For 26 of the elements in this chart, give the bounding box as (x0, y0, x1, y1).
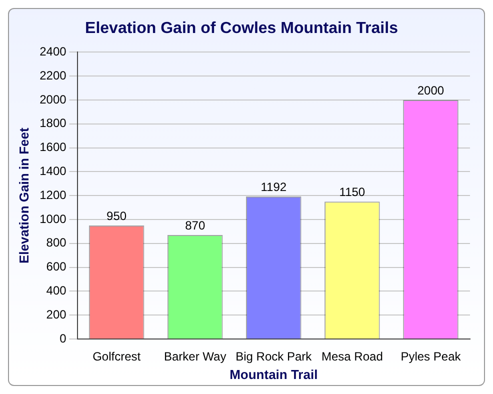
y-tick-label: 1400 (40, 164, 67, 178)
y-tick-label: 200 (46, 307, 67, 322)
chart-title: Elevation Gain of Cowles Mountain Trails (85, 20, 398, 38)
data-label: 950 (106, 208, 127, 223)
data-label: 870 (185, 218, 206, 232)
y-tick-label: 2400 (40, 44, 67, 59)
x-tick-label: Big Rock Park (236, 350, 313, 364)
x-axis-title: Mountain Trail (230, 366, 318, 382)
x-tick-label: Barker Way (164, 350, 226, 364)
y-tick-label: 400 (46, 284, 67, 298)
data-label: 1192 (260, 180, 287, 194)
x-tick-label: Mesa Road (322, 350, 383, 364)
data-label: 2000 (417, 83, 444, 98)
y-tick-label: 2000 (40, 92, 67, 106)
y-tick-label: 1200 (40, 188, 67, 202)
x-tick-label: Pyles Peak (400, 350, 462, 364)
y-tick-label: 1600 (40, 140, 67, 154)
y-tick-label: 1000 (40, 212, 67, 226)
y-tick-label: 1800 (40, 116, 67, 130)
y-tick-label: 0 (60, 331, 67, 346)
y-axis-title: Elevation Gain in Feet (16, 127, 32, 264)
y-tick-label: 800 (46, 236, 67, 250)
y-tick-label: 2200 (40, 68, 67, 82)
x-tick-label: Golfcrest (92, 350, 142, 364)
data-label: 1150 (339, 184, 366, 199)
y-tick-label: 600 (46, 260, 67, 274)
